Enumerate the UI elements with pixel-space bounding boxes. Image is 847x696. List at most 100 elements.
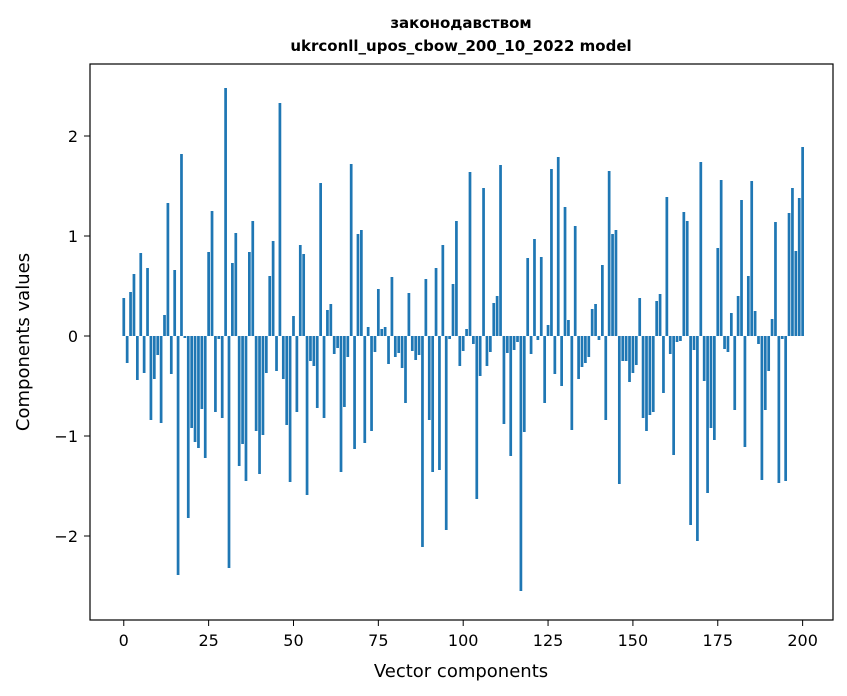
- bar: [295, 336, 299, 412]
- bar: [438, 336, 441, 470]
- bar: [421, 336, 424, 547]
- bar: [156, 336, 160, 355]
- x-tick-label: 50: [283, 631, 303, 650]
- bar: [750, 181, 754, 336]
- bar: [777, 336, 781, 483]
- bar: [594, 304, 597, 336]
- bar: [512, 336, 516, 350]
- bar: [234, 233, 238, 336]
- y-tick-label: 0: [68, 327, 78, 346]
- bar: [271, 241, 275, 336]
- y-axis-ticks: −2 −1 0 1 2: [54, 127, 90, 546]
- bar: [679, 336, 682, 341]
- bar: [427, 336, 431, 420]
- bar: [763, 336, 767, 410]
- bar: [125, 336, 129, 363]
- bar: [651, 336, 655, 412]
- bar: [723, 336, 726, 349]
- x-tick-label: 175: [702, 631, 733, 650]
- bar: [692, 336, 696, 350]
- y-tick-label: −2: [54, 527, 78, 546]
- bar: [726, 336, 730, 352]
- bar: [326, 310, 329, 336]
- bar: [577, 336, 580, 379]
- bar: [624, 336, 628, 361]
- bar: [590, 309, 594, 336]
- bar: [604, 336, 608, 420]
- bar: [563, 207, 567, 336]
- bar: [315, 336, 319, 408]
- bar: [152, 336, 156, 379]
- bar: [475, 336, 479, 499]
- bar: [366, 327, 370, 336]
- bar: [387, 336, 390, 364]
- bar: [573, 226, 577, 336]
- bar: [546, 325, 550, 336]
- bar: [689, 336, 692, 525]
- chart-title-line-2: ukrconll_upos_cbow_200_10_2022 model: [290, 37, 631, 55]
- bar: [349, 164, 353, 336]
- bar: [634, 336, 638, 365]
- bar: [729, 313, 733, 336]
- bar: [393, 336, 397, 357]
- bar: [597, 336, 601, 340]
- bar: [373, 336, 377, 352]
- bar: [668, 336, 672, 354]
- bar: [719, 180, 723, 336]
- bar: [404, 336, 407, 403]
- bars-group: [122, 88, 804, 591]
- bar: [560, 336, 563, 386]
- bar: [186, 336, 190, 518]
- bar: [736, 296, 740, 336]
- bar: [638, 298, 642, 336]
- bar: [451, 284, 455, 336]
- bar: [465, 329, 468, 336]
- bar: [801, 147, 804, 336]
- bar: [319, 183, 322, 336]
- x-tick-label: 75: [368, 631, 388, 650]
- bar: [567, 320, 570, 336]
- bar: [258, 336, 261, 474]
- bar: [292, 316, 295, 336]
- bar: [237, 336, 241, 466]
- bar: [455, 221, 458, 336]
- bar: [322, 336, 326, 418]
- bar: [797, 198, 801, 336]
- bar: [641, 336, 645, 418]
- bar: [200, 336, 204, 409]
- bar: [519, 336, 523, 591]
- bar: [278, 103, 282, 336]
- bar: [285, 336, 289, 425]
- bar: [699, 162, 703, 336]
- x-tick-label: 150: [618, 631, 649, 650]
- bar: [706, 336, 709, 493]
- bar: [499, 165, 502, 336]
- bar: [709, 336, 713, 428]
- bar: [353, 336, 356, 449]
- bar: [655, 301, 659, 336]
- bar: [631, 336, 635, 373]
- bar: [472, 336, 475, 344]
- bar: [214, 336, 217, 412]
- bar: [254, 336, 258, 431]
- bar: [492, 303, 496, 336]
- bar: [298, 245, 302, 336]
- bar: [461, 336, 465, 351]
- bar: [210, 211, 214, 336]
- bar: [648, 336, 652, 415]
- bar: [617, 336, 621, 484]
- bar: [132, 274, 136, 336]
- bar: [787, 213, 791, 336]
- bar: [458, 336, 462, 366]
- x-tick-label: 125: [533, 631, 564, 650]
- bar: [570, 336, 574, 430]
- bar: [376, 289, 380, 336]
- bar: [261, 336, 265, 435]
- bar: [356, 234, 360, 336]
- bar: [774, 222, 777, 336]
- chart-title-line-1: законодавством: [390, 14, 531, 32]
- y-tick-label: −1: [54, 427, 78, 446]
- bar: [360, 230, 363, 336]
- bar: [767, 336, 771, 371]
- bar: [713, 336, 716, 440]
